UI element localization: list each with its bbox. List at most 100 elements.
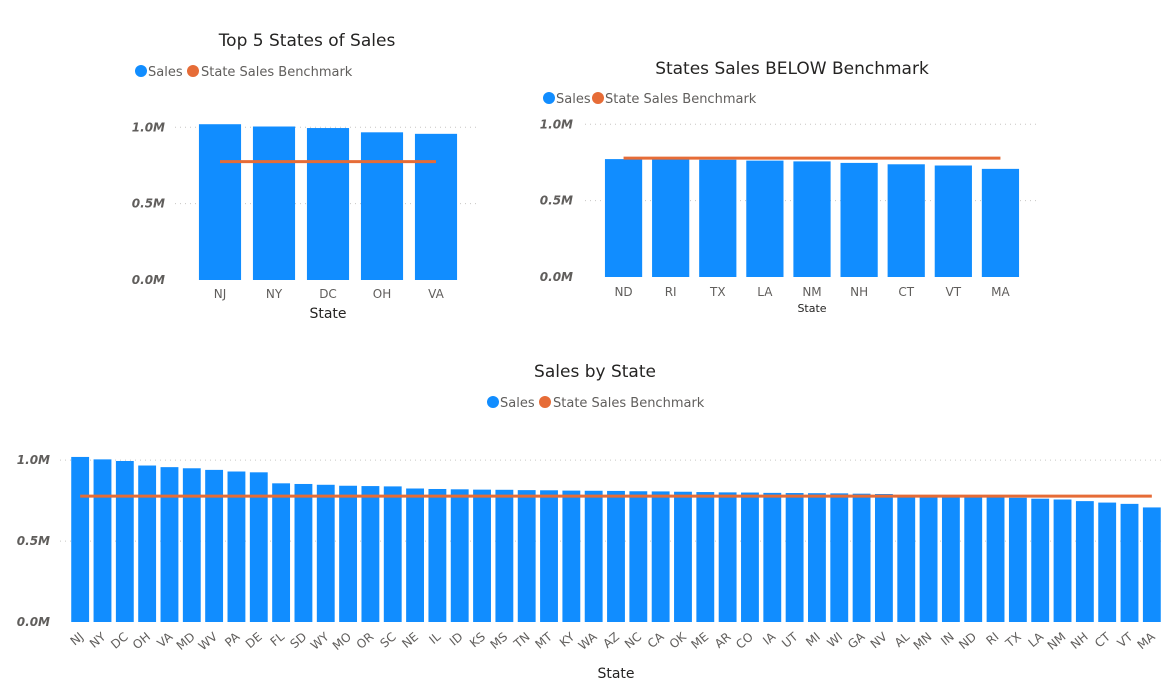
bar-nd[interactable] <box>604 159 643 277</box>
legend-sales-label[interactable]: Sales <box>556 92 591 107</box>
legend-sales-marker <box>487 396 499 408</box>
x-tick-label: WA <box>576 629 600 653</box>
bar-wv[interactable] <box>205 469 224 622</box>
bar-me[interactable] <box>696 492 715 622</box>
legend-sales-marker <box>543 92 555 104</box>
bar-wa[interactable] <box>584 490 603 622</box>
bar-oh[interactable] <box>138 465 157 622</box>
x-tick-label: MN <box>911 630 935 653</box>
bar-nv[interactable] <box>874 494 893 622</box>
bar-ri[interactable] <box>652 159 690 277</box>
bar-mo[interactable] <box>339 485 358 622</box>
bar-nd[interactable] <box>964 497 983 622</box>
legend-benchmark-label[interactable]: State Sales Benchmark <box>553 396 705 411</box>
y-tick-label: 0.5M <box>132 197 165 211</box>
bar-in[interactable] <box>941 496 960 622</box>
bar-sc[interactable] <box>383 486 402 622</box>
bar-id[interactable] <box>450 489 469 622</box>
bar-ga[interactable] <box>852 493 871 622</box>
bar-la[interactable] <box>1031 498 1050 622</box>
bar-ar[interactable] <box>718 492 737 622</box>
bar-ms[interactable] <box>495 489 514 622</box>
bar-ok[interactable] <box>674 491 692 622</box>
bar-tx[interactable] <box>1008 497 1027 622</box>
bar-ny[interactable] <box>93 459 112 622</box>
bar-sd[interactable] <box>294 483 313 622</box>
x-tick-label: NJ <box>68 630 87 649</box>
bar-la[interactable] <box>746 160 784 277</box>
x-tick-label: IA <box>760 629 779 648</box>
bar-nc[interactable] <box>629 491 648 622</box>
chart-below-benchmark: States Sales BELOW Benchmark Sales State… <box>540 59 1040 315</box>
bar-oh[interactable] <box>360 132 404 280</box>
bar-va[interactable] <box>414 133 458 280</box>
x-tick-label: RI <box>665 285 677 299</box>
bar-vt[interactable] <box>934 165 972 277</box>
y-tick-label: 0.5M <box>540 194 573 208</box>
legend-sales-label[interactable]: Sales <box>500 396 535 411</box>
bar-ri[interactable] <box>986 497 1005 622</box>
bar-tn[interactable] <box>517 490 536 622</box>
bar-dc[interactable] <box>306 128 350 280</box>
bar-de[interactable] <box>249 472 268 622</box>
legend-benchmark-label[interactable]: State Sales Benchmark <box>201 65 353 80</box>
bar-nj[interactable] <box>198 124 242 280</box>
bar-nh[interactable] <box>1075 501 1094 622</box>
bar-mi[interactable] <box>808 493 826 622</box>
x-tick-label: MI <box>803 630 823 650</box>
bar-or[interactable] <box>361 486 380 622</box>
legend-sales-marker <box>135 65 147 77</box>
bar-dc[interactable] <box>115 460 134 622</box>
bar-ma[interactable] <box>981 168 1020 277</box>
bar-va[interactable] <box>160 467 179 622</box>
bar-ks[interactable] <box>473 489 491 622</box>
bar-al[interactable] <box>897 496 916 622</box>
x-tick-label: AZ <box>600 630 622 651</box>
bar-az[interactable] <box>607 490 625 622</box>
x-tick-label: MS <box>488 630 511 652</box>
bar-ct[interactable] <box>887 164 925 277</box>
bar-wi[interactable] <box>830 493 849 622</box>
bar-ct[interactable] <box>1098 502 1117 622</box>
bar-pa[interactable] <box>227 471 246 622</box>
bar-co[interactable] <box>741 492 759 622</box>
x-tick-label: LA <box>1026 629 1047 650</box>
bar-mt[interactable] <box>540 490 558 622</box>
y-tick-label: 0.0M <box>540 270 573 284</box>
x-tick-label: NJ <box>214 287 227 301</box>
x-tick-label: ND <box>614 285 632 299</box>
bar-md[interactable] <box>182 468 201 622</box>
x-tick-label: CT <box>898 285 914 299</box>
x-tick-label: GA <box>845 629 868 651</box>
bar-wy[interactable] <box>316 484 335 622</box>
x-tick-label: WV <box>196 629 221 653</box>
bar-nh[interactable] <box>840 162 878 277</box>
bar-ut[interactable] <box>785 493 804 622</box>
chart-title: Sales by State <box>534 362 656 382</box>
legend-benchmark-label[interactable]: State Sales Benchmark <box>605 92 757 107</box>
bar-ca[interactable] <box>651 491 670 622</box>
legend-benchmark-marker <box>539 396 551 408</box>
bar-nm[interactable] <box>793 161 831 277</box>
bar-ma[interactable] <box>1142 507 1161 622</box>
x-tick-label: NY <box>87 629 109 651</box>
bar-nm[interactable] <box>1053 499 1072 622</box>
chart-title: States Sales BELOW Benchmark <box>655 59 929 79</box>
chart-sales-by-state: Sales by State Sales State Sales Benchma… <box>17 362 1165 682</box>
bar-ne[interactable] <box>406 488 424 623</box>
y-tick-label: 0.5M <box>17 534 50 548</box>
bar-tx[interactable] <box>699 159 737 277</box>
bar-ny[interactable] <box>252 126 296 280</box>
bar-ia[interactable] <box>763 492 782 622</box>
bar-mn[interactable] <box>919 496 938 622</box>
x-tick-label: WI <box>824 630 845 651</box>
legend-sales-label[interactable]: Sales <box>148 65 183 80</box>
x-tick-label: PA <box>222 629 243 650</box>
bar-fl[interactable] <box>272 483 291 622</box>
bar-vt[interactable] <box>1120 503 1139 622</box>
bar-ky[interactable] <box>562 490 581 622</box>
bar-nj[interactable] <box>71 456 90 622</box>
bar-il[interactable] <box>428 488 447 622</box>
